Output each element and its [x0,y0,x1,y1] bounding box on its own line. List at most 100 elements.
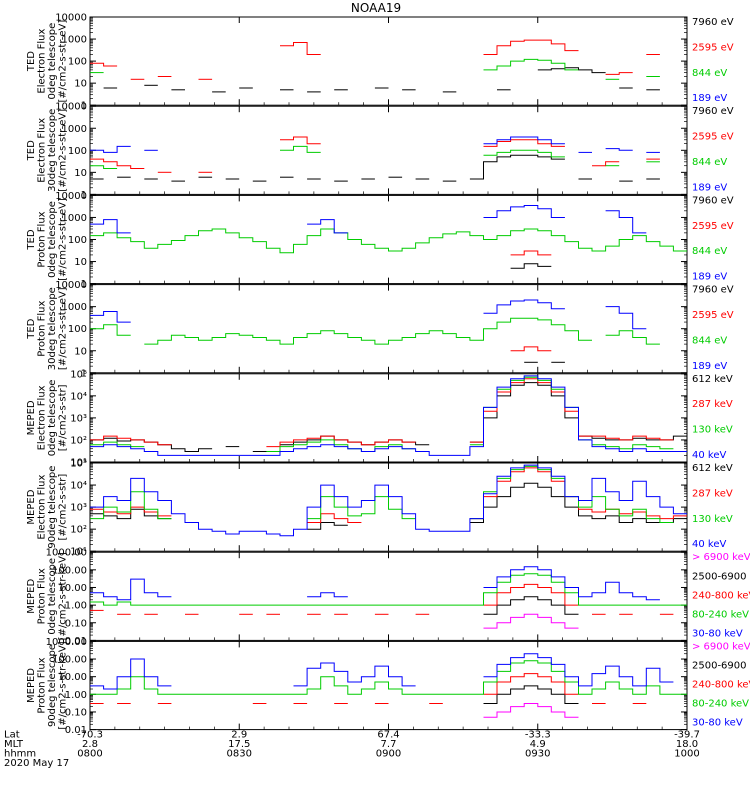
y-axis-label: TEDProton Flux30deg telescope[#/cm2-s-st… [26,287,69,370]
series-844-ev [90,228,687,254]
panel-frame [89,194,688,285]
legend-entry: 287 keV [692,488,733,499]
y-axis-label-line: [#/cm2-s-str] [58,474,69,541]
footer-value: 0830 [227,749,252,760]
series-line [483,58,579,71]
footer-row-label: hhmm [4,749,36,760]
y-axis-label-line: Electron Flux [37,475,48,540]
y-tick-label: 10.00 [58,672,87,683]
series-40-kev [90,464,687,537]
series-line [90,219,131,234]
series-189-ev [90,205,647,234]
y-tick-label: 10 [74,346,87,357]
legend-entry: > 6900 keV [692,552,750,563]
series-line [90,158,145,169]
y-tick-label: 10² [70,435,87,446]
y-axis-label-line: Proton Flux [37,568,48,624]
series-30-80-kev [90,653,674,690]
y-axis-label-line: TED [26,229,37,250]
legend-entry: 844 eV [692,246,727,257]
series-line [90,375,687,456]
y-axis-label-line: TED [26,51,37,72]
y-axis-label-line: 0deg telescope [47,558,58,635]
series-287-kev [90,378,674,448]
footer-value: 2.9 [231,730,247,741]
series-2500-6900 [483,596,579,615]
series-2595-ev [510,346,552,352]
y-tick-label: 0.10 [65,707,87,718]
series-line [90,145,131,153]
series-2595-ev [510,250,552,256]
series-2500-6900 [483,685,579,704]
chart-title: NOAA19 [351,1,401,15]
series-line [537,67,606,74]
y-axis-label-line: 0deg telescope [47,201,58,278]
panel-7: 0.010.101.0010.00100.001000.00MEPEDProto… [26,548,750,647]
y-tick-label: 1.00 [65,601,87,612]
y-axis-label-line: 30deg telescope [47,287,58,370]
y-axis-label-line: 30deg telescope [47,109,58,192]
footer-value: -70.3 [77,730,103,741]
y-axis-label-line: Electron Flux [37,385,48,450]
footer-row-label: MLT [4,739,24,750]
y-axis-label-line: 0deg telescope [47,380,58,457]
y-axis-label-line: [#/cm2-s-str-eV] [58,287,69,370]
series-30-80-kev [90,566,660,601]
panel-frame [89,551,688,641]
series-line [90,165,118,169]
footer-value: 0930 [525,749,550,760]
series-189-ev [90,136,660,153]
series-line [90,435,172,446]
y-tick-label: 1 [81,279,87,290]
panel-8: 0.010.101.0010.00100.001000.00MEPEDProto… [26,637,750,736]
series-line [605,210,647,234]
y-tick-label: 10³ [70,503,87,514]
y-axis-label-line: 90deg telescope [47,644,58,727]
y-tick-label: 100 [68,57,87,68]
series-line [307,496,416,520]
y-tick-label: 1000.00 [46,637,87,648]
series-line [483,685,579,704]
legend-entry: 189 eV [692,93,727,104]
x-axis-footer: Lat -70.3 2.9 67.4 -33.3 -39.7 MLT 2.8 17.5 7.7 4.… [4,730,700,770]
y-axis-label-line: MEPED [26,668,37,703]
y-axis-label-line: Proton Flux [37,301,48,357]
footer-value: 67.4 [377,730,399,741]
legend-entry: 7960 eV [692,285,734,296]
series-line [90,62,118,67]
series-line [90,660,687,695]
y-tick-label: 10⁵ [70,459,87,470]
y-tick-label: 10000 [55,13,87,24]
footer-value: 17.5 [228,739,250,750]
y-tick-label: 1000 [62,213,87,224]
legend-entry: 7960 eV [692,195,734,206]
legend-entry: 240-800 keV [692,680,750,691]
legend-entry: 2595 eV [692,42,734,53]
y-tick-label: 1000 [62,124,87,135]
y-tick-label: 10 [74,79,87,90]
legend-entry: 2595 eV [692,132,734,143]
series-line [90,491,172,520]
y-axis-label-line: TED [26,318,37,339]
legend-entry: 30-80 keV [692,718,743,729]
footer-value: 1000 [674,749,699,760]
series-line [605,306,647,330]
series-line [483,673,579,695]
y-tick-label: 0.10 [65,618,87,629]
legend-entry: 189 eV [692,361,727,372]
footer-value: -39.7 [674,730,700,741]
series-line [483,653,674,687]
y-tick-label: 10 [74,168,87,179]
legend-entry: 80-240 keV [692,609,749,620]
series-line [510,346,552,352]
y-axis-label-line: [#/cm2-s-str-keV] [58,641,69,729]
legend-entry: > 6900 keV [692,641,750,652]
y-axis-label-line: [#/cm2-s-str-eV] [58,109,69,192]
series-line [483,299,565,314]
series-line [483,566,660,601]
legend-entry: 240-800 keV [692,590,750,601]
